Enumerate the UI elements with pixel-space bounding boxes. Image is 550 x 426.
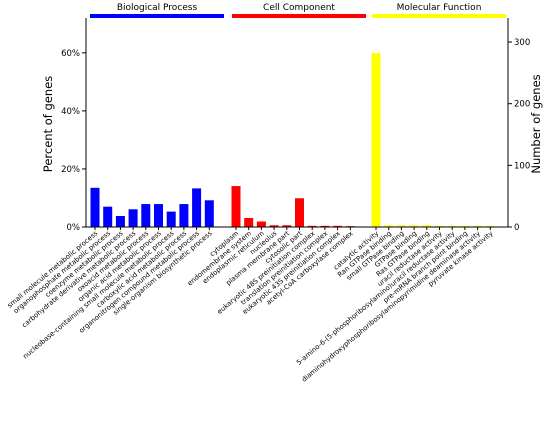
right-tick-label: 0 xyxy=(514,223,519,233)
bar xyxy=(295,198,304,227)
axes xyxy=(85,18,509,228)
bar xyxy=(90,187,100,227)
bar xyxy=(154,204,163,227)
bar xyxy=(282,225,292,227)
left-axis-ticks: 0% 20% 40% 60% xyxy=(61,49,86,233)
bar xyxy=(447,225,457,227)
bar xyxy=(192,188,202,227)
bar xyxy=(141,204,151,227)
right-tick-label: 200 xyxy=(514,100,530,110)
bar xyxy=(256,221,266,227)
group-band xyxy=(232,14,366,18)
bar xyxy=(204,200,214,227)
bar xyxy=(422,225,432,227)
bar xyxy=(166,211,176,227)
bar xyxy=(485,225,495,227)
bar xyxy=(460,225,470,227)
bar xyxy=(307,225,317,227)
bar xyxy=(371,53,381,227)
bar xyxy=(409,225,419,227)
bar xyxy=(396,225,406,227)
group-band xyxy=(372,14,506,18)
group-band xyxy=(90,14,224,18)
left-tick-label: 20% xyxy=(61,165,80,175)
bar xyxy=(435,225,444,227)
group-title: Cell Component xyxy=(263,3,335,13)
group-title: Biological Process xyxy=(117,3,198,13)
right-axis-ticks: 0 100 200 300 xyxy=(508,38,530,233)
right-tick-label: 100 xyxy=(514,161,530,171)
x-axis-ticks xyxy=(94,227,491,230)
left-axis-title: Percent of genes xyxy=(41,76,55,172)
right-tick-label: 300 xyxy=(514,38,530,48)
bar xyxy=(269,225,279,227)
group-bands: Biological Process Cell Component Molecula… xyxy=(90,3,506,18)
category-labels: small molecule metabolic processorganoph… xyxy=(6,229,495,384)
left-tick-label: 60% xyxy=(61,49,80,59)
group-title: Molecular Function xyxy=(397,3,482,13)
bar xyxy=(320,225,330,227)
left-tick-label: 40% xyxy=(61,107,80,117)
bar xyxy=(473,225,483,227)
bar xyxy=(384,225,394,227)
bar xyxy=(244,218,254,227)
bar xyxy=(115,215,125,227)
bar xyxy=(333,225,343,227)
right-axis-title: Number of genes xyxy=(529,74,543,173)
bar xyxy=(128,209,138,227)
bar xyxy=(231,186,241,227)
bar xyxy=(103,206,113,227)
left-tick-label: 0% xyxy=(67,223,81,233)
bar-marks xyxy=(90,53,495,227)
bar xyxy=(179,204,189,227)
